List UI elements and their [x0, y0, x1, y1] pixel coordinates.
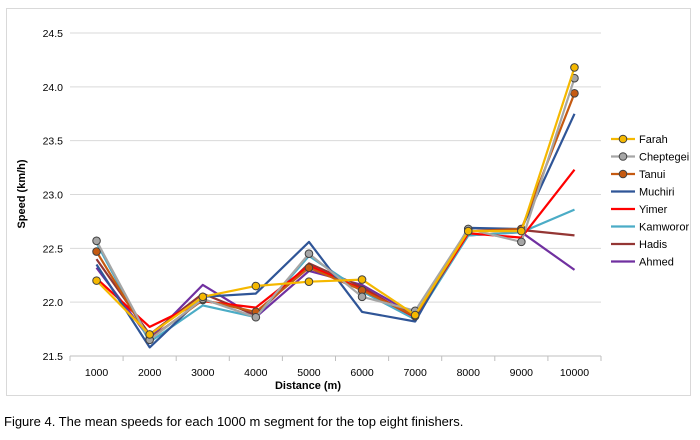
y-tick-label: 24.5	[43, 28, 64, 40]
legend-item-muchiri: Muchiri	[611, 187, 674, 199]
gridlines	[70, 32, 601, 303]
x-tick-label: 8000	[457, 367, 481, 379]
data-point-cheptegei	[92, 236, 101, 246]
x-tick-label: 5000	[297, 367, 321, 379]
data-point-farah	[517, 226, 526, 236]
x-tick-label: 10000	[560, 367, 589, 379]
line-chart: 21.5 22.0 22.5 23.0 23.5 24.0 24.5 1000 2000 3000…	[16, 28, 689, 392]
data-point-cheptegei	[357, 292, 367, 302]
x-tick-label: 7000	[403, 367, 427, 379]
legend-item-tanui: Tanui	[611, 169, 665, 181]
data-point-farah	[357, 275, 367, 284]
legend-label: Hadis	[639, 239, 668, 251]
y-tick-label: 23.0	[43, 190, 64, 202]
chart-frame: 21.5 22.0 22.5 23.0 23.5 24.0 24.5 1000 2000 3000…	[6, 8, 691, 396]
legend-item-ahmed: Ahmed	[611, 257, 674, 269]
legend-item-farah: Farah	[611, 134, 668, 146]
y-tick-label: 23.5	[43, 136, 64, 148]
series-farah	[92, 63, 579, 339]
y-tick-label: 21.5	[43, 351, 64, 363]
legend-swatch-marker	[618, 152, 628, 161]
series-lines	[92, 63, 579, 349]
x-tick-label: 6000	[350, 367, 374, 379]
series-cheptegei	[92, 73, 579, 345]
data-point-farah	[198, 292, 208, 302]
data-point-cheptegei	[517, 237, 526, 247]
legend-label: Cheptegei	[639, 152, 689, 164]
y-tick-label: 22.0	[43, 297, 64, 309]
legend: Farah Cheptegei Tanui Muchiri Yimer Kamworor H…	[611, 134, 689, 269]
x-tick-label: 2000	[138, 367, 162, 379]
x-tick-label: 9000	[510, 367, 534, 379]
legend-item-kamworor: Kamworor	[611, 222, 689, 234]
y-tick-label: 22.5	[43, 243, 64, 255]
data-point-cheptegei	[304, 249, 314, 259]
series-line-farah	[95, 67, 576, 336]
data-point-tanui	[570, 88, 579, 98]
data-point-farah	[251, 281, 261, 291]
legend-item-hadis: Hadis	[611, 239, 668, 251]
series-kamworor	[95, 208, 575, 344]
data-point-farah	[463, 226, 473, 236]
data-point-farah	[410, 310, 420, 320]
figure-caption: Figure 4. The mean speeds for each 1000 …	[4, 414, 464, 429]
legend-label: Yimer	[639, 204, 668, 216]
data-point-tanui	[304, 263, 314, 273]
x-axis-label: Distance (m)	[275, 380, 341, 392]
data-point-farah	[92, 276, 101, 285]
x-tick-label: 4000	[244, 367, 268, 379]
y-tick-label: 24.0	[43, 82, 64, 94]
axes: 21.5 22.0 22.5 23.0 23.5 24.0 24.5 1000 2000 3000…	[43, 28, 602, 379]
data-point-cheptegei	[251, 312, 261, 322]
series-line-kamworor	[95, 208, 575, 344]
legend-swatch-marker	[618, 169, 628, 179]
legend-label: Farah	[639, 134, 668, 146]
x-tick-label: 3000	[191, 367, 215, 379]
data-point-farah	[145, 330, 154, 339]
data-point-farah	[570, 63, 579, 72]
y-axis-label: Speed (km/h)	[16, 159, 28, 228]
legend-item-yimer: Yimer	[611, 204, 668, 216]
legend-label: Kamworor	[639, 222, 689, 234]
legend-label: Ahmed	[639, 257, 674, 269]
data-point-farah	[304, 277, 314, 287]
legend-label: Muchiri	[639, 187, 674, 199]
legend-swatch-marker	[618, 134, 628, 144]
legend-item-cheptegei: Cheptegei	[611, 152, 689, 164]
series-line-cheptegei	[95, 77, 576, 341]
series-tanui	[92, 88, 579, 344]
legend-label: Tanui	[639, 169, 665, 181]
series-line-muchiri	[95, 113, 576, 349]
series-muchiri	[95, 113, 576, 349]
data-point-tanui	[92, 247, 101, 256]
x-tick-label: 1000	[85, 367, 109, 379]
